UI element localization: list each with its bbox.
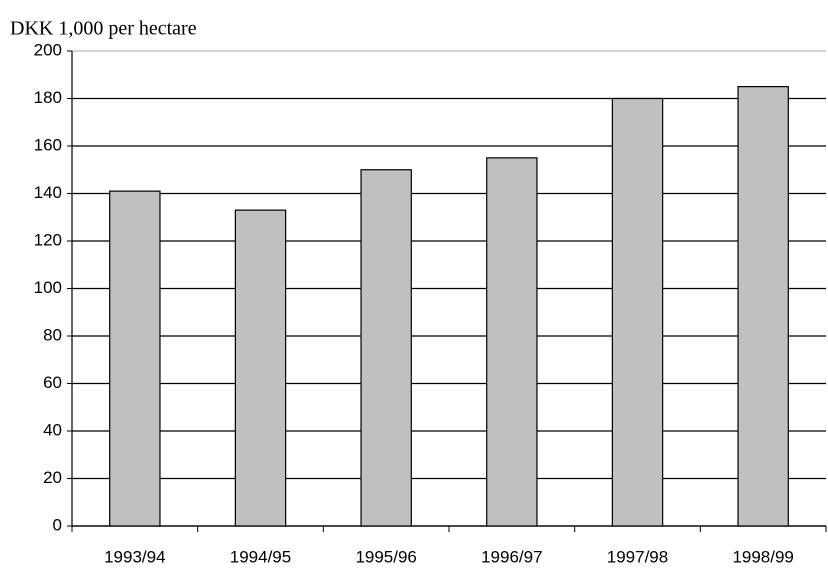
- y-tick-label: 40: [43, 420, 62, 439]
- y-tick-label: 120: [34, 230, 62, 249]
- x-tick-label: 1997/98: [607, 547, 668, 566]
- bar: [234, 209, 287, 527]
- y-tick-label: 60: [43, 373, 62, 392]
- y-tick-label: 20: [43, 468, 62, 487]
- x-tick-label: 1994/95: [230, 547, 291, 566]
- bar: [486, 157, 538, 527]
- y-tick-label: 100: [34, 278, 62, 297]
- bar: [611, 97, 664, 527]
- bar: [360, 169, 412, 527]
- y-tick-label: 180: [34, 88, 62, 107]
- x-tick-label: 1996/97: [481, 547, 542, 566]
- bar: [109, 190, 161, 527]
- y-axis-label: DKK 1,000 per hectare: [10, 18, 197, 40]
- y-tick-label: 160: [34, 135, 62, 154]
- x-tick-label: 1993/94: [104, 547, 165, 566]
- bar: [737, 86, 789, 527]
- y-tick-label: 200: [34, 40, 62, 59]
- y-tick-label: 0: [53, 515, 62, 534]
- x-tick-label: 1998/99: [732, 547, 793, 566]
- x-tick-label: 1995/96: [355, 547, 416, 566]
- y-tick-label: 140: [34, 183, 62, 202]
- y-tick-label: 80: [43, 325, 62, 344]
